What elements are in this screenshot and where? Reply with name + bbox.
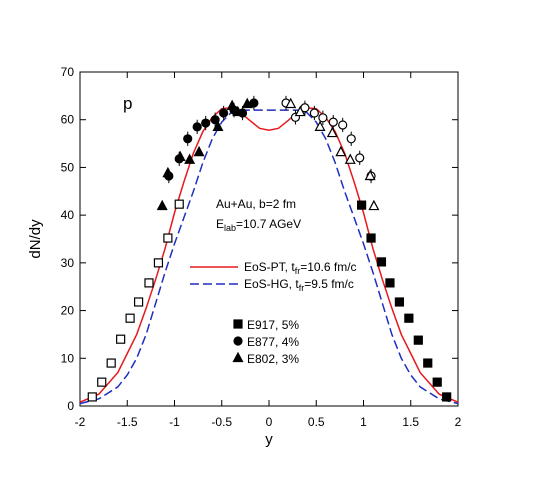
legend-text: =10.6 fm/c xyxy=(300,260,356,274)
legend-text: =9.5 fm/c xyxy=(304,277,354,291)
data-point xyxy=(376,257,387,267)
x-tick-label: 0.5 xyxy=(308,415,325,429)
data-point xyxy=(357,200,367,210)
model-curve xyxy=(79,109,459,405)
data-point xyxy=(355,153,365,163)
data-point xyxy=(423,358,433,368)
data-point xyxy=(328,117,338,127)
legend-marker xyxy=(233,336,243,346)
x-tick-label: -0.5 xyxy=(211,415,232,429)
data-point xyxy=(156,199,168,211)
y-tick-label: 60 xyxy=(61,113,75,127)
x-tick-label: -1 xyxy=(169,415,180,429)
legend-text: EoS-PT, t xyxy=(244,260,295,274)
data-point xyxy=(219,108,229,118)
y-tick-label: 30 xyxy=(61,256,75,270)
x-tick-label: -2 xyxy=(75,415,86,429)
data-point xyxy=(163,233,173,243)
data-point xyxy=(210,115,220,125)
legend-text: EoS-HG, t xyxy=(244,277,299,291)
data-point xyxy=(162,166,174,178)
data-point xyxy=(241,97,253,109)
data-point xyxy=(144,278,154,288)
x-tick-label: 2 xyxy=(455,415,462,429)
data-point xyxy=(153,258,164,268)
data-point xyxy=(326,126,338,138)
legend-marker xyxy=(233,319,243,329)
y-tick-label: 20 xyxy=(61,304,75,318)
y-tick-label: 70 xyxy=(61,65,75,79)
data-point xyxy=(442,392,452,402)
energy-label: Elab=10.7 AGeV xyxy=(216,217,301,233)
x-tick-label: -1.5 xyxy=(117,415,138,429)
data-point xyxy=(309,108,319,118)
data-point xyxy=(87,392,97,402)
data-point xyxy=(394,297,405,307)
model-curve xyxy=(79,107,459,403)
legend-text: fr xyxy=(299,283,305,293)
data-point xyxy=(201,118,211,128)
data-point xyxy=(106,358,116,368)
legend-text: fr xyxy=(295,266,301,276)
data-point xyxy=(125,313,135,323)
data-point xyxy=(193,145,205,157)
data-point xyxy=(368,199,380,211)
y-tick-label: 40 xyxy=(61,208,75,222)
data-point xyxy=(366,233,376,243)
data-point xyxy=(192,122,202,132)
data-point xyxy=(314,120,326,131)
energy-text: E xyxy=(216,217,224,231)
system-label: Au+Au, b=2 fm xyxy=(216,197,296,211)
x-tick-label: 0 xyxy=(266,415,273,429)
y-tick-label: 10 xyxy=(61,351,75,365)
legend-label: E802, 3% xyxy=(247,352,299,366)
data-point xyxy=(335,145,347,157)
data-point xyxy=(184,153,196,164)
data-point xyxy=(174,150,186,162)
legend-label: EoS-HG, tfr=9.5 fm/c xyxy=(244,277,354,293)
data-point xyxy=(318,113,328,123)
energy-text: =10.7 AGeV xyxy=(236,217,301,231)
energy-sub: lab xyxy=(224,223,236,233)
legend-label: EoS-PT, tfr=10.6 fm/c xyxy=(244,260,357,276)
data-point xyxy=(432,377,442,387)
data-point xyxy=(116,334,126,344)
x-tick-label: 1.5 xyxy=(402,415,419,429)
y-axis-label: dN/dy xyxy=(27,219,44,259)
data-point xyxy=(364,169,376,181)
legend-label: E877, 4% xyxy=(247,335,299,349)
data-point xyxy=(232,105,244,117)
y-tick-label: 0 xyxy=(67,399,74,413)
data-point xyxy=(97,377,107,387)
data-point xyxy=(338,120,348,130)
x-axis-label: y xyxy=(265,431,273,448)
data-point xyxy=(183,134,193,144)
data-point xyxy=(294,105,306,117)
data-point xyxy=(413,335,423,345)
particle-label: p xyxy=(123,94,132,113)
data-point xyxy=(226,99,238,110)
legend-label: E917, 5% xyxy=(247,318,299,332)
legend-marker xyxy=(232,351,244,363)
x-tick-label: 1 xyxy=(360,415,367,429)
data-point xyxy=(212,120,224,131)
data-point xyxy=(346,134,356,144)
data-point xyxy=(174,199,184,209)
data-point xyxy=(285,97,297,109)
data-point xyxy=(385,278,395,288)
data-point xyxy=(344,153,356,164)
y-tick-label: 50 xyxy=(61,160,75,174)
data-point xyxy=(404,313,414,323)
data-point xyxy=(133,297,144,307)
